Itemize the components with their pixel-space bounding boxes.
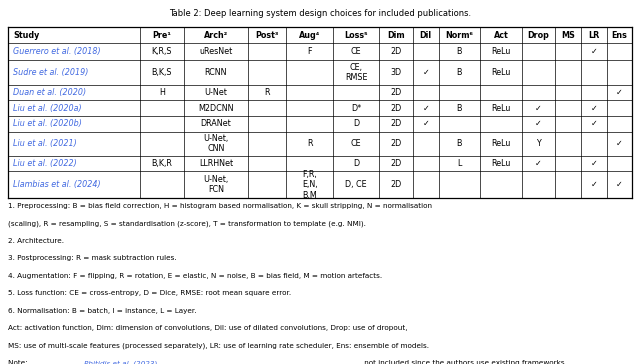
Text: ✓: ✓: [422, 104, 429, 113]
Text: LR: LR: [588, 31, 600, 40]
Text: 1. Preprocessing: B = bias field correction, H = histogram based normalisation, : 1. Preprocessing: B = bias field correct…: [8, 203, 432, 209]
Text: F,R,
E,N,
B,M: F,R, E,N, B,M: [302, 170, 317, 200]
Text: Llambias et al. (2024): Llambias et al. (2024): [13, 180, 100, 189]
Text: K,R,S: K,R,S: [152, 47, 172, 56]
Text: 2D: 2D: [390, 104, 402, 113]
Text: M2DCNN: M2DCNN: [198, 104, 234, 113]
Text: LLRHNet: LLRHNet: [199, 159, 233, 168]
Text: Sudre et al. (2019): Sudre et al. (2019): [13, 68, 88, 77]
Text: 2D: 2D: [390, 88, 402, 97]
Text: D: D: [353, 159, 359, 168]
Text: F: F: [307, 47, 312, 56]
Text: Guerrero et al. (2018): Guerrero et al. (2018): [13, 47, 100, 56]
Text: ✓: ✓: [591, 180, 597, 189]
Text: 2D: 2D: [390, 47, 402, 56]
Text: Table 2: Deep learning system design choices for included publications.: Table 2: Deep learning system design cho…: [169, 9, 471, 18]
Text: ✓: ✓: [535, 104, 542, 113]
Text: CE: CE: [351, 139, 362, 148]
Text: Liu et al. (2020a): Liu et al. (2020a): [13, 104, 81, 113]
Text: R: R: [264, 88, 270, 97]
Text: B: B: [456, 104, 462, 113]
Text: B: B: [456, 47, 462, 56]
Text: 2D: 2D: [390, 139, 402, 148]
Text: Arch²: Arch²: [204, 31, 228, 40]
Text: ✓: ✓: [616, 180, 623, 189]
Text: MS: use of multi-scale features (processed separately), LR: use of learning rate: MS: use of multi-scale features (process…: [8, 343, 429, 349]
Text: Liu et al. (2022): Liu et al. (2022): [13, 159, 77, 168]
Text: D, CE: D, CE: [345, 180, 367, 189]
Text: B,K,S: B,K,S: [152, 68, 172, 77]
Text: ReLu: ReLu: [492, 139, 511, 148]
Text: ✓: ✓: [616, 139, 623, 148]
Text: ReLu: ReLu: [492, 68, 511, 77]
Text: Note:: Note:: [8, 360, 29, 364]
Text: 2D: 2D: [390, 119, 402, 128]
Text: CE,
RMSE: CE, RMSE: [345, 63, 367, 82]
Text: H: H: [159, 88, 164, 97]
Text: Liu et al. (2021): Liu et al. (2021): [13, 139, 77, 148]
Text: 6. Normalisation: B = batch, I = instance, L = Layer.: 6. Normalisation: B = batch, I = instanc…: [8, 308, 196, 313]
Text: 2D: 2D: [390, 159, 402, 168]
Text: ✓: ✓: [591, 119, 597, 128]
Text: Liu et al. (2020b): Liu et al. (2020b): [13, 119, 82, 128]
Text: MS: MS: [561, 31, 575, 40]
Text: B: B: [456, 68, 462, 77]
Text: Pre¹: Pre¹: [152, 31, 172, 40]
Text: uResNet: uResNet: [199, 47, 232, 56]
Text: ✓: ✓: [422, 119, 429, 128]
Text: CE: CE: [351, 47, 362, 56]
Text: 3. Postprocessing: R = mask subtraction rules.: 3. Postprocessing: R = mask subtraction …: [8, 255, 176, 261]
Text: Study: Study: [13, 31, 39, 40]
Text: DRANet: DRANet: [200, 119, 231, 128]
Text: 2D: 2D: [390, 180, 402, 189]
Text: 5. Loss function: CE = cross-entropy, D = Dice, RMSE: root mean square error.: 5. Loss function: CE = cross-entropy, D …: [8, 290, 291, 296]
Text: Dim: Dim: [387, 31, 405, 40]
Text: ReLu: ReLu: [492, 104, 511, 113]
Text: R: R: [307, 139, 312, 148]
Text: Aug⁴: Aug⁴: [299, 31, 320, 40]
Text: Drop: Drop: [528, 31, 550, 40]
Text: 2. Architecture.: 2. Architecture.: [8, 238, 64, 244]
Text: Norm⁶: Norm⁶: [445, 31, 474, 40]
Text: D: D: [353, 119, 359, 128]
Text: 3D: 3D: [390, 68, 402, 77]
Text: not included since the authors use existing frameworks.: not included since the authors use exist…: [362, 360, 566, 364]
Text: Loss⁵: Loss⁵: [344, 31, 368, 40]
Text: Phitidis et al. (2023): Phitidis et al. (2023): [84, 360, 157, 364]
Text: D*: D*: [351, 104, 361, 113]
Text: B,K,R: B,K,R: [152, 159, 172, 168]
Text: U-Net,
CNN: U-Net, CNN: [204, 134, 228, 153]
Text: ✓: ✓: [535, 159, 542, 168]
Text: U-Net,
FCN: U-Net, FCN: [204, 175, 228, 194]
Text: ReLu: ReLu: [492, 159, 511, 168]
Text: 4. Augmentation: F = flipping, R = rotation, E = elastic, N = noise, B = bias fi: 4. Augmentation: F = flipping, R = rotat…: [8, 273, 382, 278]
Text: ReLu: ReLu: [492, 47, 511, 56]
Text: U-Net: U-Net: [204, 88, 227, 97]
Text: B: B: [456, 139, 462, 148]
Text: L: L: [457, 159, 461, 168]
Text: Act: activation function, Dim: dimension of convolutions, Dil: use of dilated co: Act: activation function, Dim: dimension…: [8, 325, 407, 331]
Text: Ens: Ens: [612, 31, 627, 40]
Text: RCNN: RCNN: [205, 68, 227, 77]
Text: Act: Act: [493, 31, 508, 40]
Text: Post³: Post³: [255, 31, 279, 40]
Text: ✓: ✓: [591, 47, 597, 56]
Text: ✓: ✓: [616, 88, 623, 97]
Text: ✓: ✓: [535, 119, 542, 128]
Text: Dil: Dil: [420, 31, 432, 40]
Text: ✓: ✓: [591, 104, 597, 113]
Text: Y: Y: [536, 139, 541, 148]
Text: Duan et al. (2020): Duan et al. (2020): [13, 88, 86, 97]
Text: ✓: ✓: [422, 68, 429, 77]
Text: ✓: ✓: [591, 159, 597, 168]
Text: (scaling), R = resampling, S = standardisation (z-score), T = transformation to : (scaling), R = resampling, S = standardi…: [8, 220, 365, 227]
